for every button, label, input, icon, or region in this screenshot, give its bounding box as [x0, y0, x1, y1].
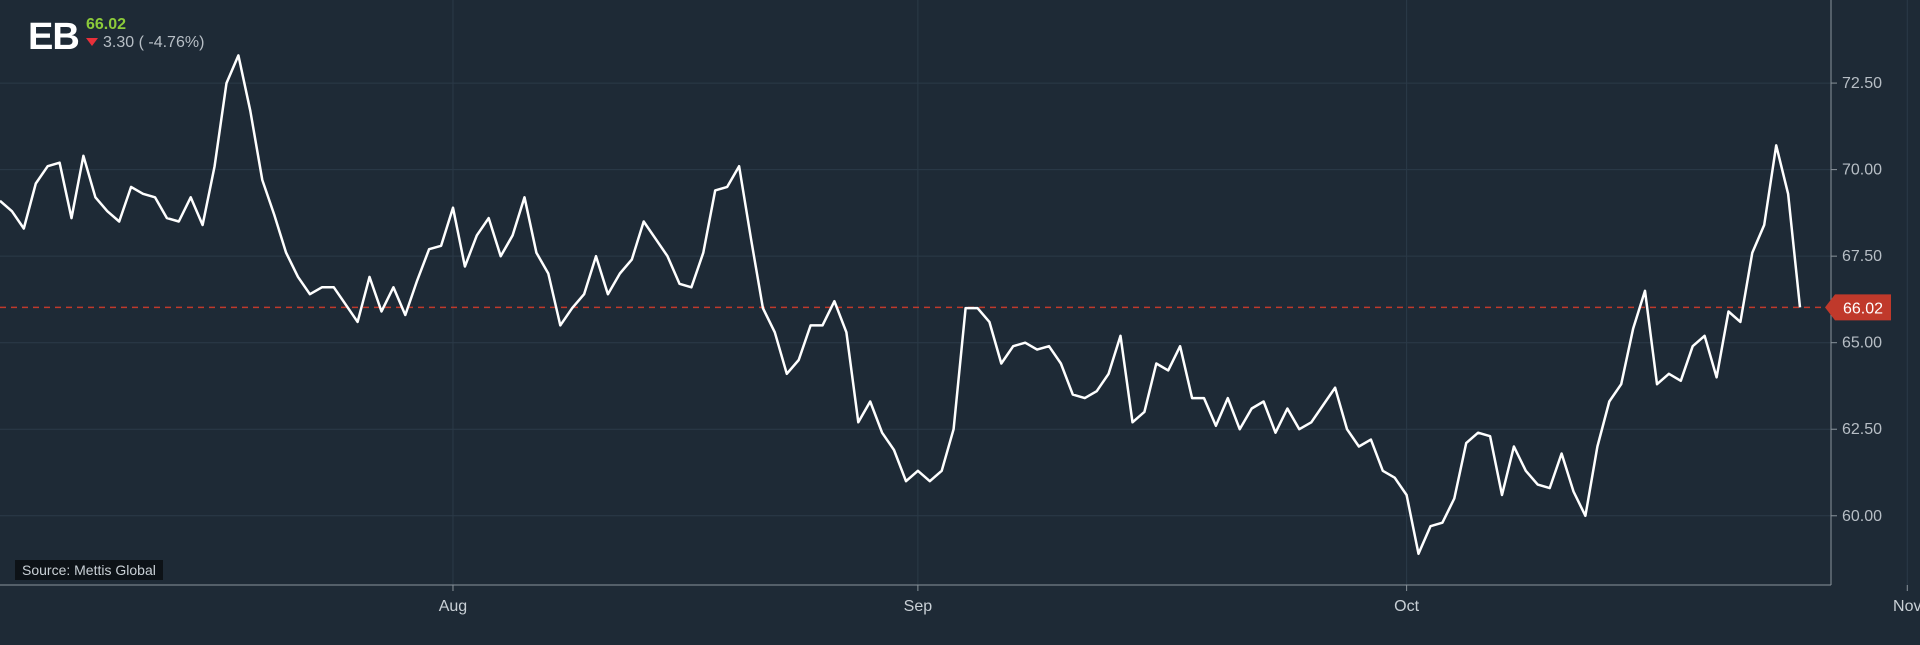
x-tick-label: Nov	[1893, 598, 1920, 615]
y-tick-label: 67.50	[1842, 248, 1882, 265]
y-tick-label: 65.00	[1842, 335, 1882, 352]
arrow-down-icon	[86, 38, 98, 46]
tick-labels: 60.00 62.50 65.00 67.50 70.00 72.50 Aug Sep Oct N…	[439, 75, 1920, 615]
last-value-label: 66.02	[1843, 300, 1883, 317]
x-tick-label: Aug	[439, 598, 467, 615]
y-tick-label: 60.00	[1842, 508, 1882, 525]
last-price: 66.02	[86, 16, 127, 33]
y-tick-label: 62.50	[1842, 421, 1882, 438]
last-value-flag	[1825, 294, 1891, 321]
x-tick-label: Sep	[904, 598, 933, 615]
price-change: 3.30 ( -4.76%)	[86, 34, 204, 52]
axes	[0, 0, 1908, 591]
y-tick-label: 70.00	[1842, 162, 1882, 179]
ticker-symbol: EB	[28, 16, 80, 58]
y-tick-label: 72.50	[1842, 75, 1882, 92]
change-value: 3.30	[103, 34, 135, 51]
source-label: Source: Mettis Global	[15, 560, 163, 580]
x-tick-label: Oct	[1394, 598, 1419, 615]
price-series-line	[0, 54, 1802, 556]
change-percent: ( -4.76%)	[138, 34, 205, 51]
series-layer	[0, 54, 1831, 556]
grid-lines	[0, 0, 1908, 585]
